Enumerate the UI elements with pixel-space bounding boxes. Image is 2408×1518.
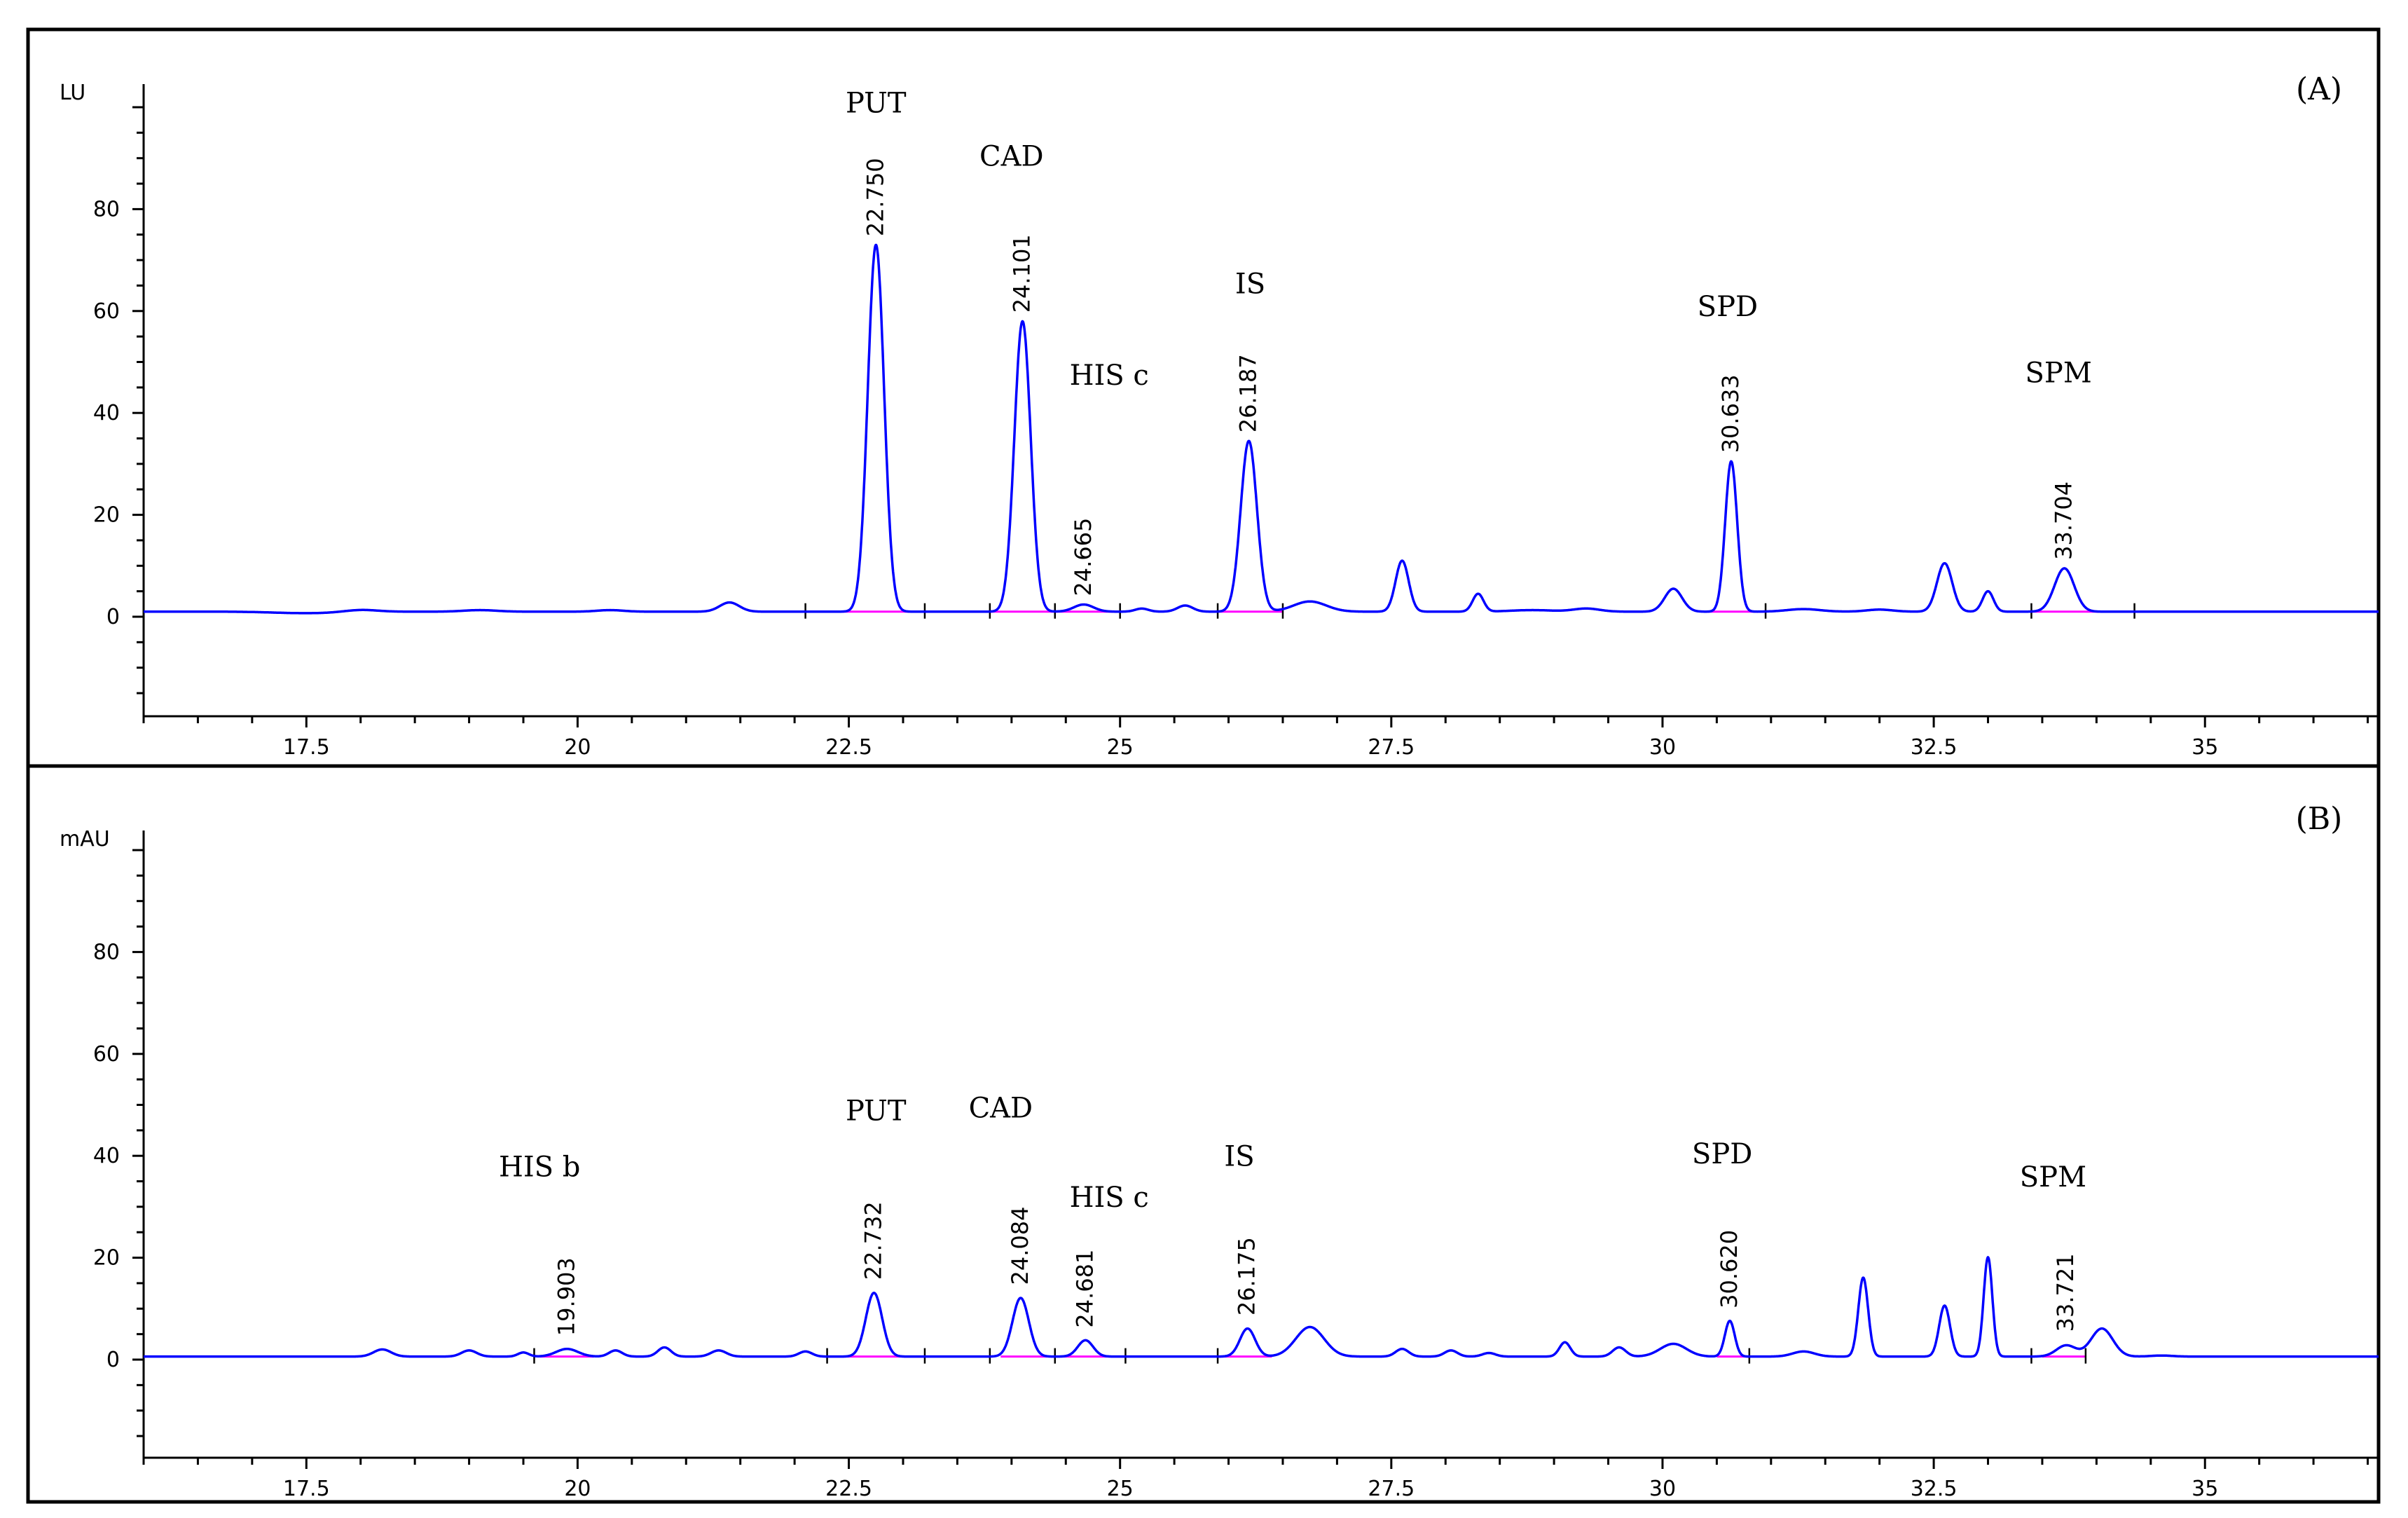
compound-label: IS [1235, 268, 1265, 300]
x-tick-label: 27.5 [1368, 1477, 1415, 1501]
compound-label: SPD [1692, 1138, 1752, 1170]
compound-label: HIS b [499, 1151, 580, 1183]
x-tick-label: 32.5 [1911, 1477, 1958, 1501]
x-tick-label: 22.5 [825, 1477, 872, 1501]
y-tick-label: 0 [106, 1348, 120, 1372]
peak-label: 26.187 [1235, 354, 1262, 432]
chart-panel-a: 0 20 40 60 80 LU 17.5 20 22.5 25 27.5 30 32.5 35 (A) 22… [60, 71, 2380, 760]
y-tick-label: 40 [93, 401, 120, 425]
peak-label: 30.633 [1717, 374, 1744, 453]
compound-label: SPM [2020, 1161, 2086, 1194]
peak-label: 33.704 [2051, 481, 2077, 560]
compound-label: SPM [2025, 357, 2092, 390]
y-tick-label: 20 [93, 503, 120, 528]
x-tick-label: 17.5 [283, 735, 330, 760]
y-tick-label: 20 [93, 1246, 120, 1271]
y-tick-label: 40 [93, 1144, 120, 1168]
compound-label: IS [1224, 1141, 1254, 1173]
x-tick-label: 20 [564, 735, 591, 760]
x-tick-label: 25 [1107, 735, 1134, 760]
x-tick-label: 35 [2192, 1477, 2218, 1501]
chart-panel-b: 0 20 40 60 80 mAU 17.5 20 22.5 25 27.5 30 32.5 35 (B) 1… [60, 801, 2380, 1501]
peak-label: 19.903 [553, 1257, 579, 1336]
x-tick-label: 30 [1649, 735, 1676, 760]
compound-label: CAD [969, 1093, 1033, 1125]
peak-label: 22.732 [860, 1201, 887, 1280]
y-tick-label: 80 [93, 197, 120, 221]
panel-label: (A) [2296, 71, 2342, 107]
peak-label: 24.101 [1009, 234, 1036, 313]
x-tick-label: 25 [1107, 1477, 1134, 1501]
y-tick-label: 80 [93, 940, 120, 964]
chromatogram-trace [142, 1256, 2380, 1358]
peak-label: 33.721 [2052, 1253, 2079, 1332]
peak-label: 22.750 [862, 158, 888, 236]
compound-label: HIS c [1070, 360, 1149, 392]
x-tick-label: 30 [1649, 1477, 1676, 1501]
x-tick-label: 20 [564, 1477, 591, 1501]
peak-label: 30.620 [1716, 1230, 1742, 1308]
peak-label: 24.681 [1071, 1250, 1098, 1328]
compound-label: CAD [979, 141, 1044, 173]
x-tick-label: 27.5 [1368, 735, 1415, 760]
chromatogram-trace [142, 243, 2380, 615]
y-unit-label: LU [60, 81, 85, 105]
x-tick-label: 35 [2192, 735, 2218, 760]
y-tick-label: 60 [93, 299, 120, 324]
x-tick-label: 22.5 [825, 735, 872, 760]
y-unit-label: mAU [60, 827, 110, 852]
peak-label: 24.665 [1070, 518, 1096, 596]
x-tick-label: 32.5 [1911, 735, 1958, 760]
compound-label: PUT [846, 87, 907, 119]
y-tick-label: 60 [93, 1042, 120, 1067]
panel-label: (B) [2296, 801, 2343, 837]
compound-label: SPD [1698, 291, 1758, 323]
y-tick-label: 0 [106, 605, 120, 629]
x-tick-label: 17.5 [283, 1477, 330, 1501]
peak-label: 24.084 [1007, 1207, 1033, 1285]
peak-label: 26.175 [1234, 1237, 1260, 1315]
compound-label: PUT [846, 1095, 907, 1127]
compound-label: HIS c [1070, 1182, 1149, 1214]
